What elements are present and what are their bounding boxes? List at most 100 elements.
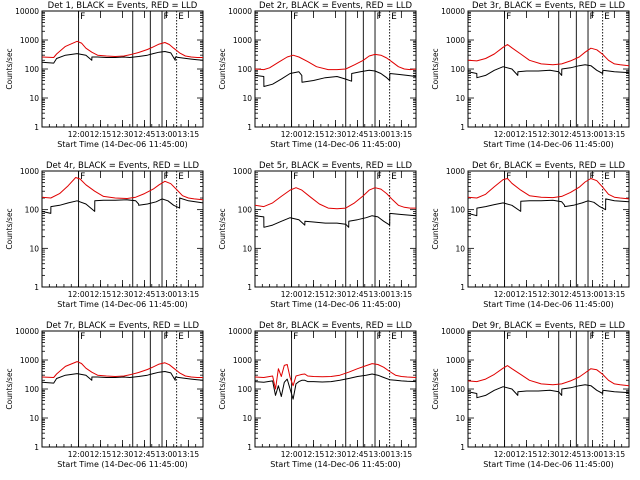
y-tick-label: 10 (29, 244, 39, 253)
detector-panel: Det 4r, BLACK = Events, RED = LLD 1 10 100 1… (5, 161, 204, 309)
y-tick-label: 100 (25, 206, 40, 215)
y-tick-label: 100 (25, 385, 40, 394)
event-marker-letter: E (604, 12, 610, 22)
panel-title: Det 8r, BLACK = Events, RED = LLD (259, 321, 413, 331)
x-tick-label: 12:30 (112, 450, 134, 459)
panel-title: Det 5r, BLACK = Events, RED = LLD (259, 161, 413, 171)
x-axis-label: Start Time (14-Dec-06 11:45:00) (270, 460, 401, 469)
series-line-lld (254, 53, 417, 71)
x-axis-label: Start Time (14-Dec-06 11:45:00) (57, 460, 188, 469)
series-line-lld (467, 178, 630, 200)
x-tick-label: 13:15 (178, 450, 200, 459)
x-tick-label: 13:15 (178, 290, 200, 299)
x-tick-label: 12:45 (347, 130, 369, 139)
event-marker-letter: F (293, 12, 298, 22)
x-tick-label: 12:30 (538, 130, 560, 139)
detector-panel: Det 3r, BLACK = Events, RED = LLD 1 10 100 1… (431, 1, 630, 149)
y-tick-label: 10 (29, 94, 39, 103)
x-tick-label: 12:45 (134, 130, 156, 139)
x-tick-label: 12:15 (516, 290, 538, 299)
y-tick-label: 1000 (233, 356, 252, 365)
series-line-lld (467, 44, 630, 67)
y-tick-label: 1000 (20, 356, 39, 365)
x-axis-label: Start Time (14-Dec-06 11:45:00) (270, 300, 401, 309)
x-tick-label: 13:15 (604, 290, 626, 299)
x-tick-label: 13:00 (156, 130, 178, 139)
detector-panel: Det 1, BLACK = Events, RED = LLD 1 10 100 10… (5, 1, 204, 149)
detector-panel: Det 5r, BLACK = Events, RED = LLD 1 10 100 1… (218, 161, 417, 309)
x-tick-label: 13:00 (156, 290, 178, 299)
x-tick-label: 12:45 (560, 290, 582, 299)
x-tick-label: 13:00 (582, 290, 604, 299)
x-tick-label: 13:15 (391, 290, 413, 299)
y-tick-label: 10000 (441, 327, 465, 336)
y-axis-label: Counts/sec (5, 368, 14, 409)
series-line-lld (254, 187, 416, 210)
x-tick-label: 13:00 (369, 290, 391, 299)
y-tick-label: 1000 (20, 167, 39, 176)
event-marker-letter: F (164, 12, 169, 22)
series-line-events (41, 51, 204, 64)
x-tick-label: 12:00 (494, 290, 516, 299)
y-tick-label: 10 (455, 94, 465, 103)
panel-title: Det 6r, BLACK = Events, RED = LLD (472, 161, 626, 171)
x-tick-label: 12:30 (538, 290, 560, 299)
y-tick-label: 100 (451, 385, 466, 394)
series-line-lld (467, 365, 630, 387)
panel-title: Det 7r, BLACK = Events, RED = LLD (46, 321, 200, 331)
x-tick-label: 12:45 (134, 450, 156, 459)
x-tick-label: 12:45 (560, 130, 582, 139)
y-tick-label: 10000 (228, 327, 252, 336)
y-tick-label: 1 (460, 123, 465, 132)
y-tick-label: 100 (25, 65, 40, 74)
x-tick-label: 13:00 (582, 450, 604, 459)
y-tick-label: 1 (460, 283, 465, 292)
y-tick-label: 1 (460, 443, 465, 452)
detector-panel: Det 9r, BLACK = Events, RED = LLD 1 10 100 1… (431, 321, 630, 469)
event-marker-letter: F (377, 172, 382, 182)
series-line-events (254, 212, 417, 228)
x-tick-label: 12:15 (303, 290, 325, 299)
event-marker-letter: F (80, 12, 85, 22)
plot-frame (254, 170, 417, 288)
event-marker-letter: F (80, 332, 85, 342)
y-tick-label: 1000 (20, 36, 39, 45)
y-axis-label: Counts/sec (431, 208, 440, 249)
x-tick-label: 13:15 (178, 130, 200, 139)
x-axis-label: Start Time (14-Dec-06 11:45:00) (270, 140, 401, 149)
x-tick-label: 12:30 (325, 130, 347, 139)
event-marker-letter: F (377, 332, 382, 342)
event-marker-letter: F (506, 172, 511, 182)
y-axis-label: Counts/sec (431, 48, 440, 89)
panel-title: Det 2r, BLACK = Events, RED = LLD (259, 1, 413, 11)
y-tick-label: 10 (455, 414, 465, 423)
event-marker-letter: F (293, 332, 298, 342)
y-tick-label: 1000 (446, 36, 465, 45)
y-tick-label: 1000 (233, 36, 252, 45)
y-tick-label: 10 (242, 244, 252, 253)
y-axis-label: Counts/sec (218, 48, 227, 89)
plot-frame (467, 10, 630, 128)
y-tick-label: 100 (238, 206, 253, 215)
x-tick-label: 12:15 (90, 130, 112, 139)
x-tick-label: 12:00 (281, 450, 303, 459)
y-tick-label: 10000 (228, 7, 252, 16)
y-tick-label: 1 (247, 123, 252, 132)
x-tick-label: 12:00 (68, 130, 90, 139)
y-tick-label: 1 (247, 283, 252, 292)
event-marker-letter: F (506, 332, 511, 342)
y-tick-label: 1 (247, 443, 252, 452)
x-tick-label: 12:30 (112, 130, 134, 139)
detector-panel: Det 7r, BLACK = Events, RED = LLD 1 10 100 1… (5, 321, 204, 469)
event-marker-letter: E (178, 172, 184, 182)
x-tick-label: 12:15 (90, 450, 112, 459)
y-tick-label: 10 (242, 414, 252, 423)
plot-frame (41, 170, 204, 288)
y-axis-label: Counts/sec (5, 48, 14, 89)
series-line-events (254, 69, 417, 87)
panel-title: Det 1, BLACK = Events, RED = LLD (48, 1, 198, 11)
x-tick-label: 12:15 (303, 130, 325, 139)
event-marker-letter: F (164, 332, 169, 342)
x-tick-label: 12:30 (112, 290, 134, 299)
